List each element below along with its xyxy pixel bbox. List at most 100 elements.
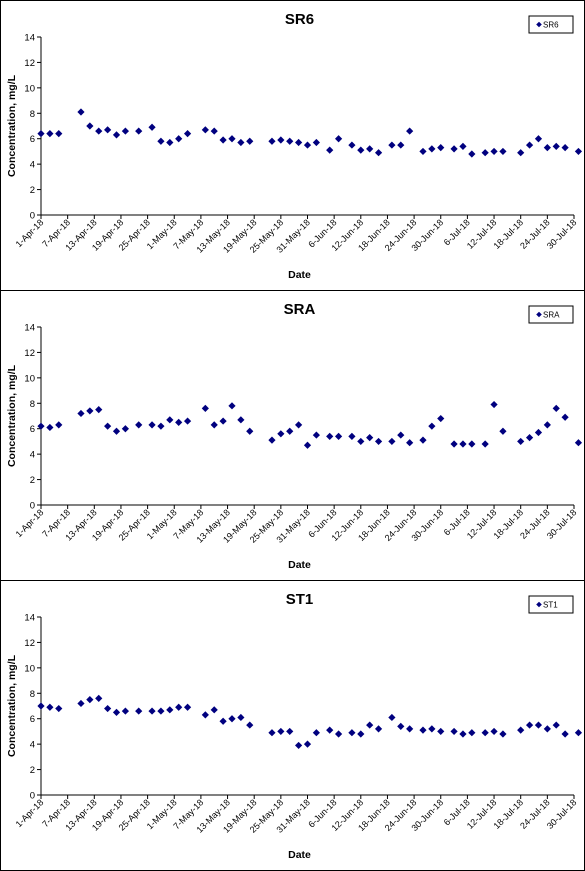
data-point bbox=[246, 721, 254, 729]
data-point bbox=[481, 440, 489, 448]
data-point bbox=[397, 722, 405, 730]
data-point bbox=[175, 135, 183, 143]
chart-title: ST1 bbox=[286, 591, 314, 608]
y-tick-label: 8 bbox=[30, 689, 35, 700]
data-point bbox=[525, 721, 534, 729]
data-point bbox=[517, 437, 525, 446]
data-point bbox=[175, 418, 183, 426]
data-point bbox=[135, 707, 143, 715]
data-point bbox=[388, 141, 396, 149]
x-tick-label: 1-Apr-18 bbox=[14, 507, 46, 539]
y-tick-label: 8 bbox=[30, 109, 35, 120]
data-point bbox=[183, 130, 192, 138]
data-point bbox=[490, 400, 498, 409]
data-point bbox=[419, 726, 427, 734]
data-point bbox=[388, 437, 396, 446]
data-point bbox=[46, 703, 54, 711]
data-point bbox=[95, 694, 103, 702]
data-point bbox=[534, 135, 543, 143]
data-point bbox=[295, 138, 303, 147]
data-point bbox=[459, 730, 467, 738]
data-point bbox=[499, 147, 507, 156]
data-point bbox=[104, 422, 112, 430]
data-point bbox=[348, 432, 356, 440]
data-point bbox=[148, 123, 156, 131]
x-tick-label: 30-Jul-18 bbox=[545, 217, 579, 251]
legend-box bbox=[528, 15, 574, 34]
y-tick-label: 10 bbox=[24, 373, 35, 384]
x-tick-label: 1-Apr-18 bbox=[14, 797, 46, 829]
legend-label: ST1 bbox=[543, 601, 558, 610]
data-point bbox=[135, 421, 143, 429]
data-point bbox=[574, 439, 583, 447]
data-point bbox=[148, 707, 156, 715]
data-point bbox=[419, 436, 427, 444]
data-point bbox=[543, 725, 551, 733]
data-point bbox=[268, 729, 276, 737]
data-point bbox=[366, 721, 374, 729]
data-point bbox=[277, 136, 285, 144]
data-point bbox=[295, 741, 303, 750]
chart-panel-st1: ST1 Concentration, mg/L Date 0 2 4 6 8 10 12 14 1-A… bbox=[0, 580, 585, 871]
data-point bbox=[37, 130, 45, 138]
chart-svg: ST1 Concentration, mg/L Date 0 2 4 6 8 10 12 14 1-A… bbox=[6, 591, 583, 861]
data-point bbox=[237, 138, 245, 147]
data-point bbox=[175, 703, 183, 711]
data-point bbox=[552, 721, 560, 729]
data-point bbox=[201, 404, 209, 412]
data-point bbox=[459, 440, 467, 448]
data-point bbox=[312, 138, 320, 147]
legend-marker bbox=[536, 311, 542, 318]
data-point bbox=[357, 146, 365, 154]
data-point bbox=[246, 137, 254, 145]
data-point bbox=[77, 108, 85, 116]
data-point bbox=[374, 725, 383, 733]
data-point bbox=[95, 127, 103, 135]
data-point bbox=[406, 127, 414, 135]
data-point bbox=[77, 409, 85, 418]
data-point bbox=[326, 432, 334, 440]
data-point bbox=[277, 727, 285, 736]
data-point bbox=[561, 730, 569, 738]
data-point bbox=[357, 730, 365, 738]
data-point bbox=[157, 707, 165, 715]
data-point bbox=[219, 136, 227, 144]
data-point bbox=[334, 432, 343, 440]
data-point bbox=[406, 725, 414, 733]
data-point bbox=[112, 427, 121, 435]
data-point bbox=[55, 130, 63, 138]
data-point bbox=[183, 703, 192, 711]
chart-title: SRA bbox=[284, 301, 316, 318]
y-tick-label: 2 bbox=[30, 475, 35, 486]
data-point bbox=[437, 144, 445, 152]
data-point bbox=[303, 441, 312, 449]
data-point bbox=[55, 421, 63, 429]
data-point bbox=[406, 439, 414, 447]
data-point bbox=[450, 145, 458, 153]
data-point bbox=[468, 440, 476, 448]
data-point bbox=[135, 127, 143, 135]
data-point bbox=[374, 437, 383, 446]
data-point bbox=[517, 726, 525, 734]
data-point bbox=[499, 730, 507, 738]
data-point bbox=[112, 131, 121, 139]
x-axis-label: Date bbox=[288, 849, 311, 861]
data-point bbox=[201, 126, 209, 134]
chart-panel-sr6: SR6 Concentration, mg/L Date 0 2 4 6 8 10 12 14 1-A… bbox=[0, 0, 585, 291]
data-point bbox=[326, 146, 334, 154]
y-tick-label: 2 bbox=[30, 765, 35, 776]
data-point bbox=[112, 708, 121, 716]
y-tick-label: 6 bbox=[30, 424, 35, 435]
data-point bbox=[366, 434, 374, 442]
data-point bbox=[228, 715, 236, 723]
data-point bbox=[237, 713, 245, 722]
data-point bbox=[210, 127, 218, 135]
x-tick-label: 1-Apr-18 bbox=[14, 217, 46, 249]
data-point bbox=[157, 422, 165, 430]
chart-panel-sra: SRA Concentration, mg/L Date 0 2 4 6 8 10 12 14 1-A… bbox=[0, 290, 585, 581]
data-point bbox=[37, 702, 45, 710]
y-tick-label: 12 bbox=[24, 348, 35, 359]
data-point bbox=[183, 417, 192, 425]
y-tick-label: 2 bbox=[30, 185, 35, 196]
data-point bbox=[104, 704, 112, 713]
